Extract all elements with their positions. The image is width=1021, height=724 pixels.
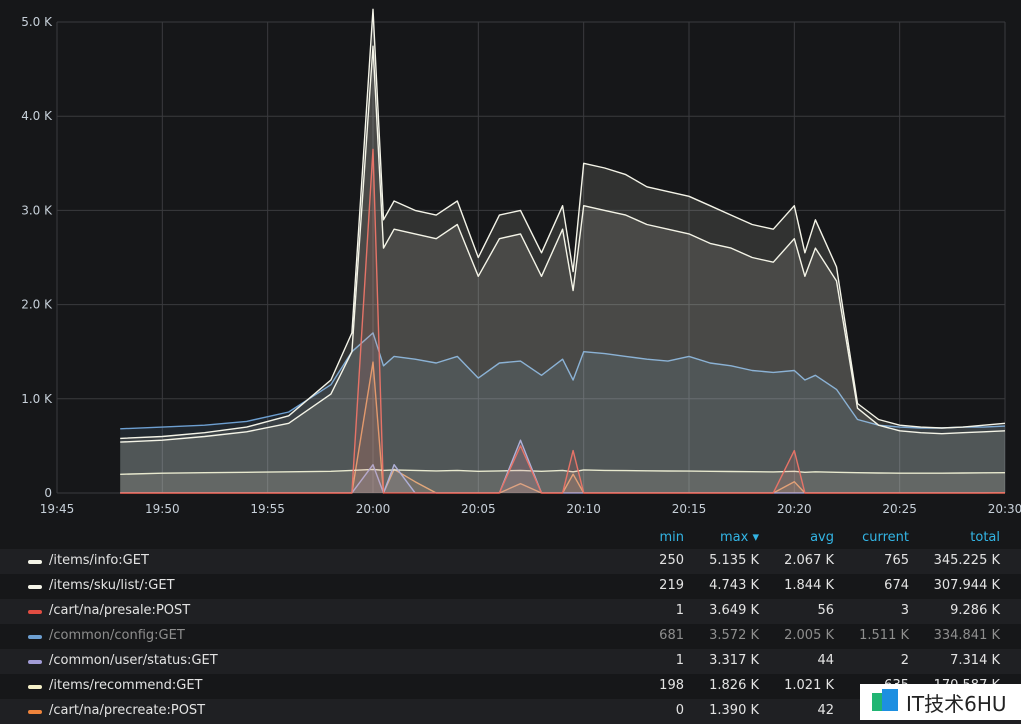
series-current: 3 xyxy=(900,603,909,618)
legend-row[interactable]: /common/user/status:GET 1 3.317 K 44 2 7.314 … xyxy=(0,649,1021,674)
series-area xyxy=(120,9,1005,494)
x-tick-label: 19:50 xyxy=(145,502,180,516)
series-current: 2 xyxy=(900,653,909,668)
series-color-swatch[interactable] xyxy=(28,685,42,689)
series-max: 3.572 K xyxy=(709,628,759,643)
x-tick-label: 20:20 xyxy=(777,502,812,516)
series-max: 1.826 K xyxy=(709,678,759,693)
series-total: 307.944 K xyxy=(933,578,1000,593)
y-tick-label: 4.0 K xyxy=(21,109,53,123)
series-current: 674 xyxy=(884,578,909,593)
chart-svg: 0 1.0 K 2.0 K 3.0 K 4.0 K 5.0 K 19:45 19:50 19:5… xyxy=(21,8,1021,516)
y-tick-label: 2.0 K xyxy=(21,298,53,312)
series-line xyxy=(120,468,1006,475)
watermark-text: IT技术6HU xyxy=(906,691,1007,716)
legend-header-max[interactable]: max ▾ xyxy=(720,530,759,545)
series-min: 198 xyxy=(659,678,684,693)
series-min: 1 xyxy=(675,603,684,618)
series-name[interactable]: /items/recommend:GET xyxy=(49,678,203,693)
series-area xyxy=(120,469,1005,493)
series-total: 345.225 K xyxy=(933,553,1000,568)
series-color-swatch[interactable] xyxy=(28,585,42,589)
legend-header-current[interactable]: current xyxy=(862,530,909,545)
legend-header-total[interactable]: total xyxy=(970,530,1000,545)
series-name[interactable]: /items/info:GET xyxy=(49,553,149,568)
series-line xyxy=(120,332,1006,430)
series-line xyxy=(120,8,1006,440)
series-total: 334.841 K xyxy=(933,628,1000,643)
chart-area: 0 1.0 K 2.0 K 3.0 K 4.0 K 5.0 K 19:45 19:50 19:5… xyxy=(21,8,1021,516)
watermark-logo-icon xyxy=(872,689,898,715)
legend-row[interactable]: /cart/na/presale:POST 1 3.649 K 56 3 9.286 K xyxy=(0,599,1021,624)
series-color-swatch[interactable] xyxy=(28,710,42,714)
x-tick-label: 20:00 xyxy=(356,502,391,516)
series-max: 3.317 K xyxy=(709,653,759,668)
legend-row[interactable]: /common/config:GET 681 3.572 K 2.005 K 1.511… xyxy=(0,624,1021,649)
legend-header: min max ▾ avg current total xyxy=(0,527,1021,549)
series-color-swatch[interactable] xyxy=(28,560,42,564)
y-tick-label: 1.0 K xyxy=(21,392,53,406)
series-avg: 1.844 K xyxy=(784,578,834,593)
series-max: 3.649 K xyxy=(709,603,759,618)
x-tick-label: 20:10 xyxy=(566,502,601,516)
series-name[interactable]: /items/sku/list/:GET xyxy=(49,578,175,593)
x-tick-label: 19:55 xyxy=(250,502,285,516)
series-total: 9.286 K xyxy=(950,603,1000,618)
series-color-swatch[interactable] xyxy=(28,660,42,664)
legend-header-min[interactable]: min xyxy=(659,530,684,545)
series-avg: 42 xyxy=(817,703,834,718)
series-max: 4.743 K xyxy=(709,578,759,593)
y-tick-label: 0 xyxy=(44,486,52,500)
legend-row[interactable]: /items/info:GET 250 5.135 K 2.067 K 765 345.2… xyxy=(0,549,1021,574)
series-name[interactable]: /cart/na/presale:POST xyxy=(49,603,191,618)
series-min: 0 xyxy=(675,703,684,718)
series-min: 250 xyxy=(659,553,684,568)
series-min: 1 xyxy=(675,653,684,668)
x-tick-label: 20:15 xyxy=(672,502,707,516)
series-name[interactable]: /cart/na/precreate:POST xyxy=(49,703,206,718)
series-avg: 44 xyxy=(817,653,834,668)
x-tick-label: 20:30 xyxy=(988,502,1021,516)
series-min: 219 xyxy=(659,578,684,593)
y-tick-label: 3.0 K xyxy=(21,203,53,217)
series-name[interactable]: /common/config:GET xyxy=(49,628,185,643)
series-area xyxy=(120,46,1005,493)
series-avg: 2.005 K xyxy=(784,628,834,643)
series-line xyxy=(120,45,1006,443)
y-tick-label: 5.0 K xyxy=(21,15,53,29)
series-name[interactable]: /common/user/status:GET xyxy=(49,653,218,668)
x-tick-label: 20:25 xyxy=(882,502,917,516)
series-avg: 56 xyxy=(817,603,834,618)
series-color-swatch[interactable] xyxy=(28,610,42,614)
series-current: 1.511 K xyxy=(859,628,909,643)
series-max: 1.390 K xyxy=(709,703,759,718)
watermark: IT技术6HU xyxy=(860,684,1021,720)
legend-header-avg[interactable]: avg xyxy=(810,530,834,545)
series-current: 765 xyxy=(884,553,909,568)
series-min: 681 xyxy=(659,628,684,643)
series-line xyxy=(120,148,1006,494)
series-avg: 1.021 K xyxy=(784,678,834,693)
series-avg: 2.067 K xyxy=(784,553,834,568)
x-tick-label: 19:45 xyxy=(40,502,75,516)
x-tick-label: 20:05 xyxy=(461,502,496,516)
series-max: 5.135 K xyxy=(709,553,759,568)
series-total: 7.314 K xyxy=(950,653,1000,668)
series-color-swatch[interactable] xyxy=(28,635,42,639)
legend-row[interactable]: /items/sku/list/:GET 219 4.743 K 1.844 K 674… xyxy=(0,574,1021,599)
